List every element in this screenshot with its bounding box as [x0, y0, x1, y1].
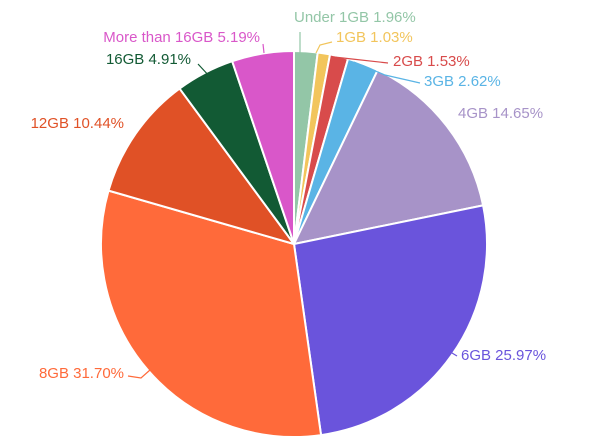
pie-slices [100, 49, 488, 438]
slice-label-under-1gb: Under 1GB 1.96% [294, 9, 416, 26]
leader-line-6gb [446, 349, 458, 357]
slice-label-6gb: 6GB 25.97% [461, 347, 546, 364]
slice-label-2gb: 2GB 1.53% [393, 53, 470, 70]
slice-labels: Under 1GB 1.96% 1GB 1.03% 2GB 1.53% 3GB 2.6… [31, 9, 546, 382]
leader-lines [127, 32, 458, 379]
leader-line-3gb [353, 61, 421, 84]
leader-line-more-than-16gb [262, 43, 265, 54]
leader-line-16gb [197, 63, 212, 79]
slice-6gb [293, 204, 488, 437]
leader-line-1gb [315, 41, 333, 54]
slice-12gb [107, 87, 295, 245]
slice-label-8gb: 8GB 31.70% [39, 365, 124, 382]
slice-more-than-16gb [231, 50, 295, 245]
slice-label-3gb: 3GB 2.62% [424, 73, 501, 90]
leader-line-8gb [127, 369, 151, 379]
slice-label-12gb: 12GB 10.44% [31, 115, 124, 132]
slice-label-16gb: 16GB 4.91% [106, 51, 191, 68]
slice-4gb [293, 69, 485, 245]
slice-label-1gb: 1GB 1.03% [336, 29, 413, 46]
slice-8gb [100, 189, 323, 438]
slice-label-4gb: 4GB 14.65% [458, 105, 543, 122]
slice-label-more-than-16gb: More than 16GB 5.19% [103, 29, 260, 46]
leader-line-2gb [333, 56, 389, 64]
